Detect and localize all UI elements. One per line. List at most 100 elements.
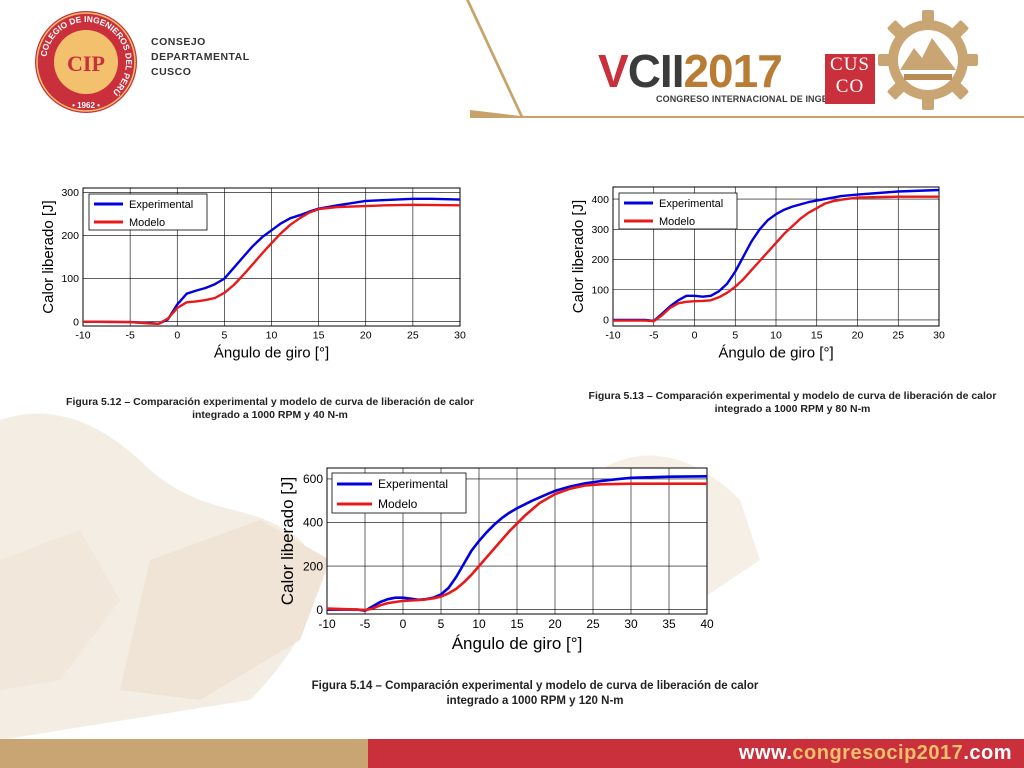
legend-box: [618, 192, 738, 230]
x-tick-label: 30: [933, 330, 945, 342]
consejo-line-2: DEPARTAMENTAL: [151, 51, 250, 63]
x-tick-label: 40: [700, 617, 714, 631]
y-tick-label: 0: [316, 603, 323, 617]
cusco-line-2: CO: [835, 76, 865, 97]
legend-label: Experimental: [378, 477, 448, 491]
x-tick-label: 10: [472, 617, 486, 631]
header: COLEGIO DE INGENIEROS DEL PERÚ • 1962 • …: [0, 0, 1024, 120]
caption-figura-5-13: Figura 5.13 – Comparación experimental y…: [560, 390, 1024, 416]
url-suffix: .com: [963, 742, 1012, 764]
x-tick-label: 5: [221, 330, 227, 342]
x-axis-label: Ángulo de giro [°]: [214, 345, 329, 362]
x-tick-label: -10: [75, 330, 90, 342]
vcii-subtitle: CONGRESO INTERNACIONAL DE INGENIERÍA: [656, 94, 859, 104]
url-prefix: www.: [738, 742, 793, 764]
x-tick-label: -5: [125, 330, 134, 342]
caption-line-2: integrado a 1000 RPM y 80 N-m: [714, 403, 871, 415]
consejo-line-3: CUSCO: [151, 66, 192, 78]
legend-box: [331, 472, 467, 514]
x-tick-label: 20: [360, 330, 372, 342]
legend-label: Experimental: [659, 198, 723, 210]
x-tick-label: 20: [852, 330, 864, 342]
caption-figura-5-12: Figura 5.12 – Comparación experimental y…: [30, 396, 510, 422]
x-tick-label: 25: [892, 330, 904, 342]
y-tick-label: 300: [61, 187, 79, 199]
x-tick-label: 25: [407, 330, 419, 342]
x-tick-label: 25: [586, 617, 600, 631]
y-tick-label: 0: [73, 316, 79, 328]
consejo-departamental-label: CONSEJO DEPARTAMENTAL CUSCO: [151, 35, 281, 80]
vcii-cii: CII: [627, 45, 685, 97]
x-tick-label: 0: [174, 330, 180, 342]
x-tick-label: -5: [360, 617, 371, 631]
x-tick-label: 10: [266, 330, 278, 342]
x-tick-label: -10: [318, 617, 336, 631]
legend-label: Experimental: [129, 199, 193, 211]
legend: Experimental Modelo: [331, 472, 467, 514]
y-tick-label: 0: [603, 315, 609, 327]
cusco-line-1: CUS: [830, 54, 870, 75]
x-tick-label: 5: [438, 617, 445, 631]
footer-gold-band: [0, 739, 368, 768]
y-tick-label: 200: [591, 254, 609, 266]
x-tick-label: 35: [662, 617, 676, 631]
caption-line-1: Figura 5.12 – Comparación experimental y…: [66, 396, 474, 408]
x-tick-label: 20: [548, 617, 562, 631]
consejo-line-1: CONSEJO: [151, 36, 206, 48]
x-axis-label: Ángulo de giro [°]: [718, 345, 833, 362]
footer-bar: www.congresocip2017.com: [0, 739, 1024, 768]
x-tick-label: 0: [400, 617, 407, 631]
y-tick-label: 600: [303, 472, 323, 486]
y-axis-label: Calor liberado [J]: [570, 200, 587, 313]
x-tick-label: 5: [732, 330, 738, 342]
x-tick-label: 30: [454, 330, 466, 342]
x-tick-label: 15: [811, 330, 823, 342]
cip-year: • 1962 •: [72, 101, 100, 110]
y-tick-label: 100: [61, 273, 79, 285]
y-tick-label: 300: [591, 224, 609, 236]
x-tick-label: 30: [624, 617, 638, 631]
series-line-modelo: [326, 482, 707, 612]
y-axis-label: Calor liberado [J]: [278, 477, 297, 606]
cusco-badge: CUS CO: [825, 54, 875, 104]
x-tick-label: 15: [510, 617, 524, 631]
gear-machu-picchu-icon: [878, 10, 978, 110]
y-tick-label: 200: [61, 230, 79, 242]
url-middle: congresocip2017: [792, 742, 964, 764]
legend-label: Modelo: [378, 497, 418, 511]
x-tick-label: 15: [313, 330, 325, 342]
y-tick-label: 400: [591, 194, 609, 206]
legend-box: [88, 193, 208, 231]
x-tick-label: -5: [649, 330, 658, 342]
cip-logo: COLEGIO DE INGENIEROS DEL PERÚ • 1962 • …: [35, 11, 137, 113]
y-axis-label: Calor liberado [J]: [40, 200, 57, 313]
legend-label: Modelo: [659, 216, 695, 228]
vcii-v: V: [598, 45, 629, 97]
vcii-logo: VCII2017 CONGRESO INTERNACIONAL DE INGEN…: [598, 45, 859, 106]
legend-label: Modelo: [129, 217, 165, 229]
x-tick-label: -10: [605, 330, 620, 342]
caption-line-2: integrado a 1000 RPM y 40 N-m: [192, 409, 348, 421]
footer-red-band: www.congresocip2017.com: [368, 739, 1024, 768]
series-line-modelo: [613, 195, 939, 323]
x-axis-label: Ángulo de giro [°]: [452, 634, 583, 653]
x-tick-label: 0: [692, 330, 698, 342]
y-tick-label: 200: [303, 559, 323, 573]
legend: Experimental Modelo: [618, 192, 738, 230]
series-line-modelo: [82, 203, 461, 326]
caption-line-1: Figura 5.14 – Comparación experimental y…: [311, 680, 759, 692]
cip-monogram: CIP: [67, 51, 105, 76]
x-tick-label: 10: [770, 330, 782, 342]
caption-line-1: Figura 5.13 – Comparación experimental y…: [588, 390, 997, 402]
series-line-experimental: [327, 475, 708, 612]
footer-website-link[interactable]: www.congresocip2017.com: [739, 742, 1012, 765]
y-tick-label: 400: [303, 516, 323, 530]
series-line-experimental: [613, 188, 940, 323]
caption-line-2: integrado a 1000 RPM y 120 N-m: [446, 695, 624, 707]
legend: Experimental Modelo: [88, 193, 208, 231]
y-tick-label: 100: [591, 284, 609, 296]
caption-figura-5-14: Figura 5.14 – Comparación experimental y…: [260, 679, 810, 709]
